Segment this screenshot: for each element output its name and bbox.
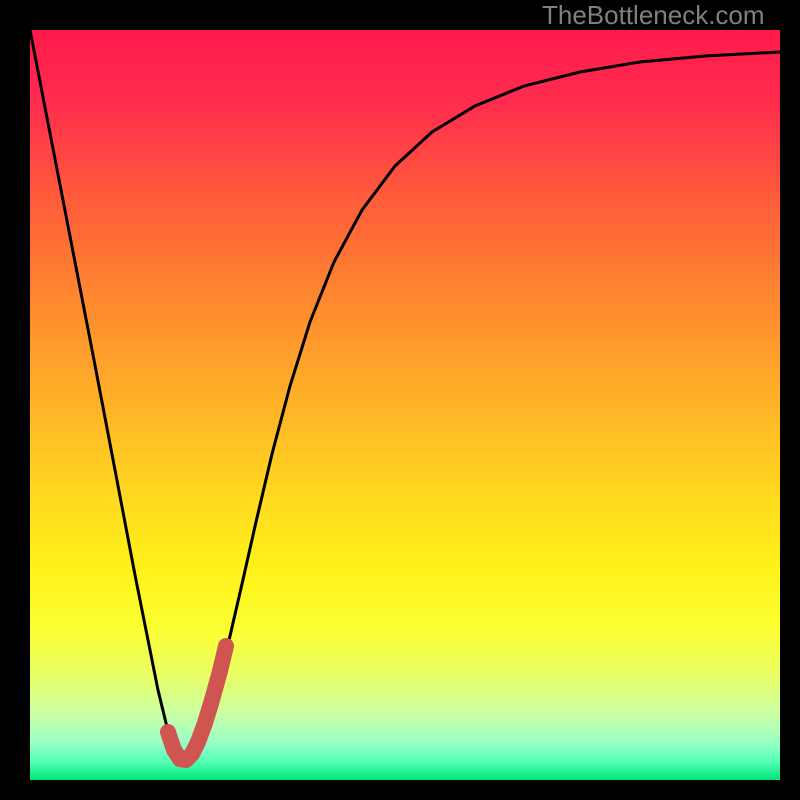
chart-container: TheBottleneck.com [0,0,800,800]
frame-bottom [0,780,800,800]
watermark-text: TheBottleneck.com [542,0,765,31]
frame-left [0,0,30,800]
main-curve [30,30,780,760]
highlight-segment [168,646,226,760]
curves-layer [30,30,780,780]
frame-right [780,0,800,800]
plot-area [30,30,780,780]
